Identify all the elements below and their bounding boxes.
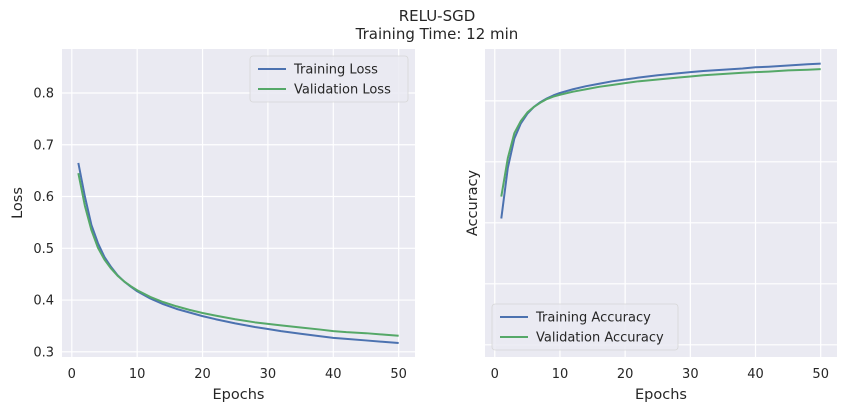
legend-label: Training Accuracy bbox=[535, 311, 651, 326]
figure-subtitle: Training Time: 12 min bbox=[355, 25, 519, 43]
legend: Training Loss Validation Loss bbox=[249, 55, 409, 103]
y-tick-label: 0.3 bbox=[33, 345, 54, 360]
x-tick-label: 30 bbox=[260, 367, 277, 382]
legend-label: Training Loss bbox=[293, 63, 378, 78]
legend: Training Accuracy Validation Accuracy bbox=[491, 303, 679, 351]
legend-box bbox=[491, 303, 679, 351]
y-tick-label: 0.6 bbox=[33, 190, 54, 205]
y-tick-label: 0.5 bbox=[33, 242, 54, 257]
x-tick-label: 10 bbox=[129, 367, 146, 382]
legend-box bbox=[249, 55, 409, 103]
x-tick-label: 0 bbox=[68, 367, 76, 382]
series-line-validation bbox=[500, 68, 821, 197]
x-tick-label: 20 bbox=[617, 367, 634, 382]
y-tick-label: 0.8 bbox=[33, 87, 54, 102]
x-tick-label: 40 bbox=[747, 367, 764, 382]
x-tick-label: 30 bbox=[682, 367, 699, 382]
loss-chart: 0 10 20 30 40 50 0.3 0.4 0.5 0.6 0.7 0.8 Epochs Loss T… bbox=[10, 49, 415, 403]
y-tick-label: 0.4 bbox=[33, 294, 54, 309]
x-tick-label: 0 bbox=[491, 367, 499, 382]
series-line-validation bbox=[77, 173, 399, 337]
x-tick-label: 40 bbox=[325, 367, 342, 382]
series-line-training bbox=[77, 162, 399, 345]
y-tick-label: 0.7 bbox=[33, 138, 54, 153]
legend-label: Validation Loss bbox=[294, 83, 391, 98]
legend-label: Validation Accuracy bbox=[536, 331, 664, 346]
x-axis-label: Epochs bbox=[635, 387, 687, 403]
accuracy-chart: 0 10 20 30 40 50 Epochs Accuracy Training Accura… bbox=[465, 49, 837, 403]
x-tick-label: 20 bbox=[194, 367, 211, 382]
y-axis-label: Accuracy bbox=[465, 169, 481, 236]
x-tick-label: 50 bbox=[812, 367, 829, 382]
x-axis-label: Epochs bbox=[213, 387, 265, 403]
x-tick-label: 10 bbox=[552, 367, 569, 382]
figure-title: RELU-SGD bbox=[399, 7, 476, 25]
x-tick-label: 50 bbox=[390, 367, 407, 382]
y-axis-label: Loss bbox=[10, 187, 26, 219]
